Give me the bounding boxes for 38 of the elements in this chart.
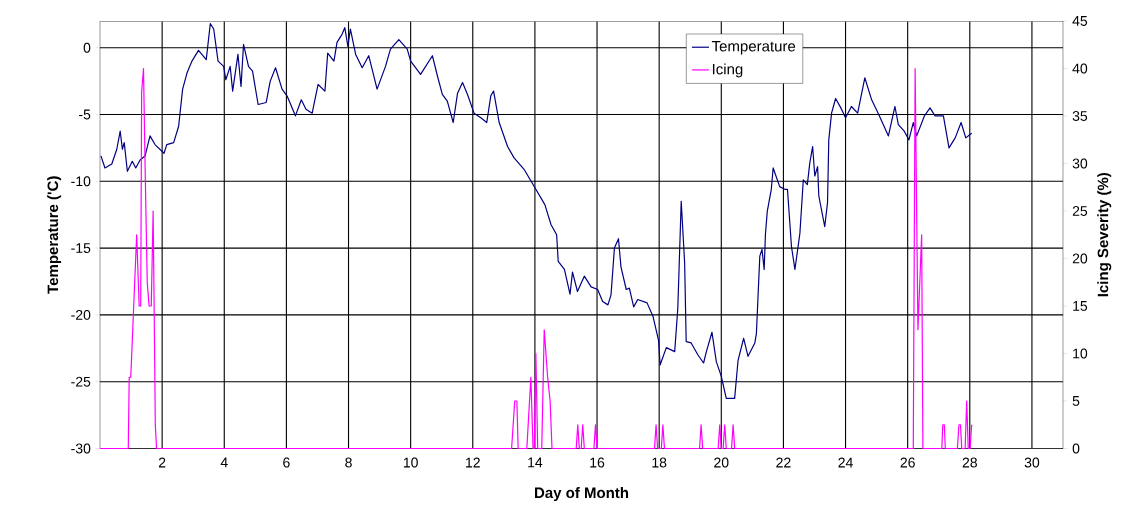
y2-tick-label: 20 xyxy=(1072,253,1088,264)
x-tick-label: 14 xyxy=(528,457,543,468)
x-tick-label: 6 xyxy=(283,457,290,468)
y2-tick-label: 40 xyxy=(1072,63,1088,74)
y2-tick-label: 30 xyxy=(1072,158,1088,169)
y-tick-label: -20 xyxy=(71,309,91,320)
y-tick-label: -10 xyxy=(71,176,91,187)
x-tick-label: 12 xyxy=(466,457,480,468)
y2-tick-label: 10 xyxy=(1073,348,1088,359)
x-tick-label: 28 xyxy=(962,457,977,468)
y-tick-label: -15 xyxy=(71,243,91,253)
x-tick-label: 20 xyxy=(714,457,729,468)
line-series xyxy=(100,23,973,399)
legend-label: Temperature xyxy=(711,41,796,55)
y-tick-label: -30 xyxy=(71,443,91,454)
y2-tick-label: 0 xyxy=(1072,443,1080,454)
y-tick-label: 0 xyxy=(83,42,91,53)
x-tick-label: 24 xyxy=(838,457,853,468)
y2-tick-label: 35 xyxy=(1072,111,1088,121)
x-tick-label: 22 xyxy=(776,457,791,468)
x-tick-label: 18 xyxy=(652,457,667,468)
x-tick-label: 16 xyxy=(590,457,605,468)
x-axis-title: Day of Month xyxy=(535,487,629,502)
y-tick-label: -25 xyxy=(71,376,91,387)
x-tick-label: 8 xyxy=(345,457,352,468)
x-tick-label: 30 xyxy=(1024,457,1040,468)
y2-tick-label: 5 xyxy=(1072,396,1080,406)
x-tick-label: 26 xyxy=(900,457,915,468)
y-axis-title: Temperature ('C) xyxy=(47,176,62,294)
y2-axis-title: Icing Severity (%) xyxy=(1097,172,1112,297)
y2-tick-label: 45 xyxy=(1072,16,1088,26)
x-tick-label: 4 xyxy=(220,457,228,468)
x-tick-label: 2 xyxy=(158,457,166,468)
x-tick-label: 10 xyxy=(403,457,418,468)
y2-tick-label: 15 xyxy=(1073,301,1088,311)
y-tick-label: -5 xyxy=(79,109,91,120)
y2-tick-label: 25 xyxy=(1072,206,1088,216)
legend-label: Icing xyxy=(712,63,743,78)
